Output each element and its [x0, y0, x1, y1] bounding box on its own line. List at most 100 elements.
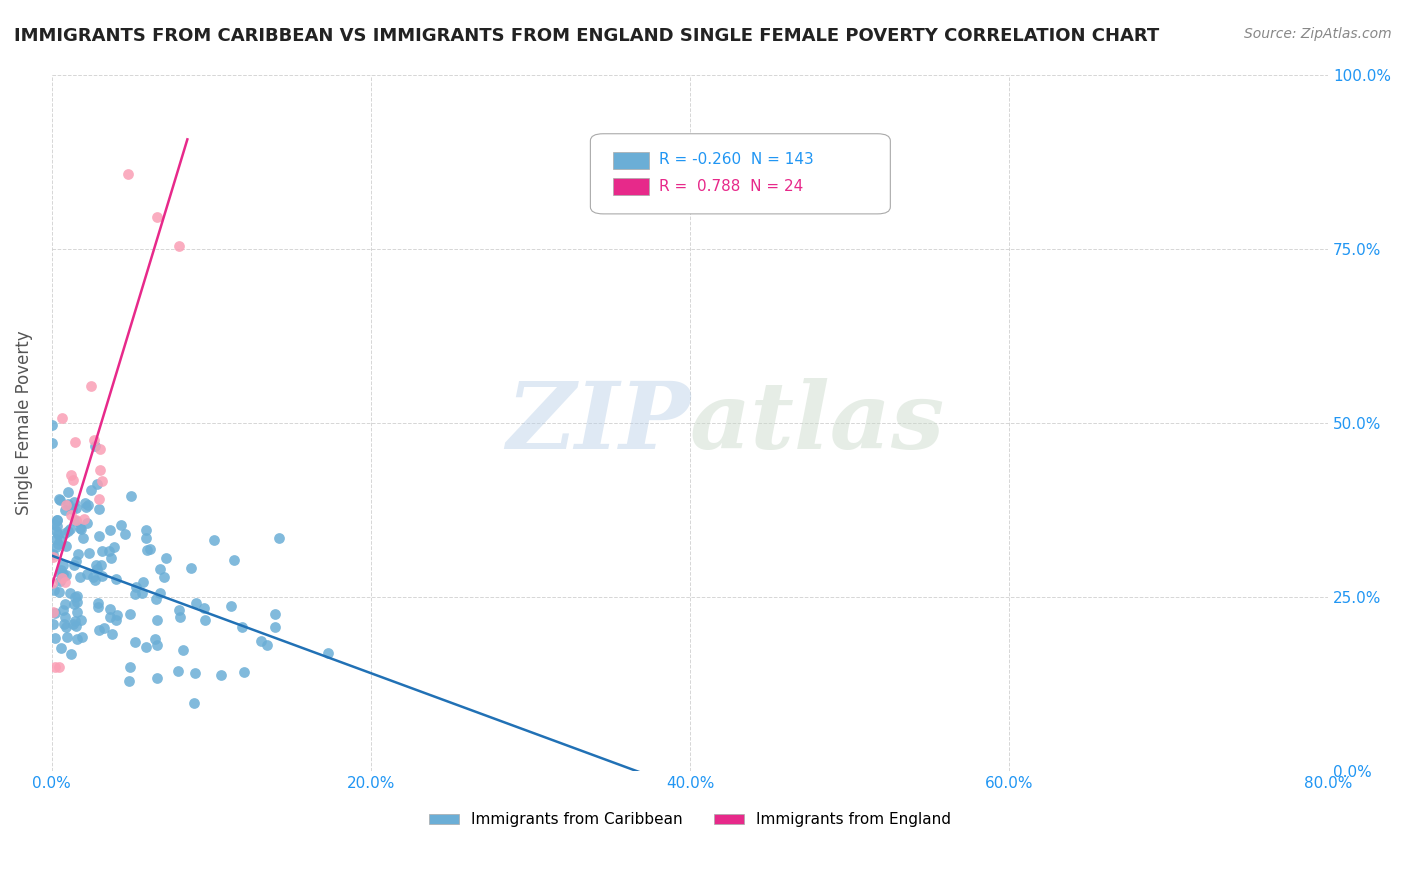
Point [209, 668, 232, 682]
Point [48, 584, 70, 599]
Point [53, 526, 76, 541]
Point [87, 596, 110, 610]
Point [55, 498, 77, 512]
Point [44, 606, 66, 620]
Point [42, 616, 65, 631]
Point [153, 569, 176, 583]
Point [76, 498, 98, 512]
Point [83, 433, 105, 447]
Point [53, 597, 76, 611]
Point [89, 463, 111, 477]
Point [53, 575, 76, 590]
Point [62, 597, 84, 611]
Point [69, 614, 91, 628]
Point [45, 513, 67, 527]
Point [91, 544, 114, 558]
Text: Source: ZipAtlas.com: Source: ZipAtlas.com [1244, 27, 1392, 41]
Point [67, 548, 90, 562]
Y-axis label: Single Female Poverty: Single Female Poverty [15, 331, 32, 516]
Point [63, 590, 86, 604]
Point [231, 620, 253, 634]
Point [90, 569, 112, 583]
Point [117, 167, 139, 181]
Point [49, 566, 72, 580]
Point [269, 531, 291, 545]
Point [42, 605, 65, 619]
Point [66, 632, 89, 646]
Point [105, 613, 128, 627]
Point [90, 558, 112, 572]
Point [193, 600, 215, 615]
Point [110, 517, 132, 532]
Point [52, 558, 75, 573]
Point [120, 607, 142, 621]
Point [146, 613, 169, 627]
Point [124, 587, 146, 601]
Point [46, 536, 69, 550]
Point [65, 500, 87, 515]
Point [204, 533, 226, 548]
Text: R =  0.788  N = 24: R = 0.788 N = 24 [659, 178, 804, 194]
Point [66, 590, 89, 604]
Point [98, 523, 121, 537]
Point [51, 571, 73, 585]
Point [45, 513, 67, 527]
Point [232, 665, 254, 680]
Point [59, 586, 82, 600]
Legend: Immigrants from Caribbean, Immigrants from England: Immigrants from Caribbean, Immigrants fr… [422, 806, 957, 833]
Point [60, 508, 83, 523]
FancyBboxPatch shape [613, 152, 650, 169]
Point [89, 502, 111, 516]
Text: atlas: atlas [690, 378, 945, 468]
Point [59, 467, 82, 482]
Point [72, 531, 94, 545]
Point [82, 570, 104, 584]
FancyBboxPatch shape [591, 134, 890, 214]
Point [58, 497, 80, 511]
Point [60, 501, 83, 516]
Point [53, 609, 76, 624]
Point [84, 573, 107, 587]
Point [105, 608, 128, 623]
Point [52, 617, 75, 632]
Point [58, 484, 80, 499]
Point [186, 596, 208, 610]
Point [76, 566, 98, 581]
Point [169, 610, 191, 624]
Point [79, 483, 101, 497]
Point [219, 599, 242, 614]
Point [87, 529, 110, 543]
Point [132, 574, 155, 589]
Point [135, 640, 157, 654]
Point [135, 523, 157, 537]
Point [135, 531, 157, 545]
Point [55, 567, 77, 582]
Point [169, 239, 191, 253]
Point [66, 605, 89, 619]
Point [42, 516, 65, 531]
Point [121, 490, 143, 504]
Point [184, 665, 207, 680]
Point [45, 533, 67, 547]
Point [172, 643, 194, 657]
Point [59, 647, 82, 661]
Point [62, 495, 84, 509]
Text: ZIP: ZIP [506, 378, 690, 468]
Point [118, 673, 141, 688]
Point [73, 512, 96, 526]
Point [100, 610, 122, 624]
Point [183, 696, 205, 710]
Point [48, 492, 70, 507]
Point [51, 563, 73, 577]
Point [45, 524, 67, 538]
Point [194, 614, 217, 628]
Point [65, 515, 87, 529]
Point [93, 621, 115, 635]
Point [55, 620, 77, 634]
Point [146, 639, 169, 653]
Point [101, 627, 124, 641]
Point [180, 561, 202, 575]
Point [52, 603, 75, 617]
Point [49, 533, 72, 547]
Point [70, 522, 93, 536]
